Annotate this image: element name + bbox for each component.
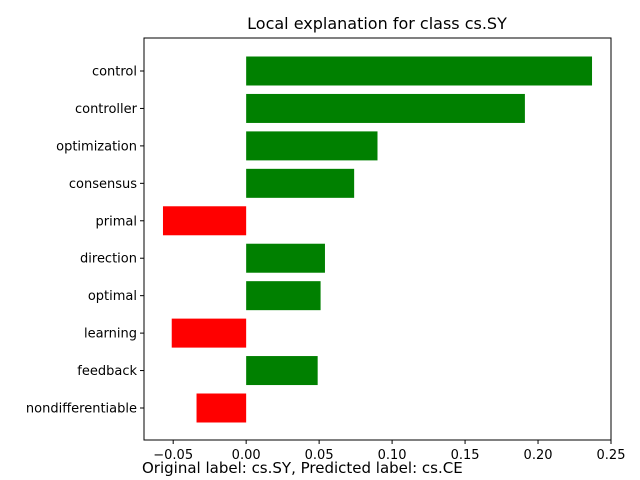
x-tick-label: 0.10 xyxy=(378,448,407,463)
x-axis: −0.05 0.00 0.05 0.10 0.15 0.20 0.25 xyxy=(153,440,625,463)
bars-group xyxy=(162,56,593,423)
bar-optimization xyxy=(246,131,378,161)
y-tick-label-consensus: consensus xyxy=(69,177,137,192)
y-tick-label-nondifferentiable: nondifferentiable xyxy=(26,402,137,417)
bar-nondifferentiable xyxy=(196,393,247,423)
y-tick-label-direction: direction xyxy=(80,252,137,267)
y-tick-label-primal: primal xyxy=(96,214,137,229)
x-tick-label: 0.25 xyxy=(597,448,626,463)
x-tick-label: 0.20 xyxy=(524,448,553,463)
chart-title: Local explanation for class cs.SY xyxy=(247,14,507,33)
y-tick-label-learning: learning xyxy=(84,327,137,342)
x-tick-label: 0.15 xyxy=(451,448,480,463)
x-tick-label: 0.05 xyxy=(305,448,334,463)
y-tick-label-controller: controller xyxy=(75,102,138,117)
y-axis: control controller optimization consensus pr… xyxy=(26,65,144,417)
prediction-caption: Original label: cs.SY, Predicted label: … xyxy=(142,459,463,477)
bar-direction xyxy=(246,243,325,273)
y-tick-label-control: control xyxy=(92,65,137,80)
bar-consensus xyxy=(246,168,355,198)
x-tick-label: −0.05 xyxy=(153,448,193,463)
y-tick-label-optimization: optimization xyxy=(56,139,137,154)
y-tick-label-optimal: optimal xyxy=(88,289,137,304)
plot-frame xyxy=(143,37,612,441)
bar-control xyxy=(246,56,593,86)
bar-controller xyxy=(246,93,525,123)
x-tick-label: 0.00 xyxy=(232,448,261,463)
y-tick-label-feedback: feedback xyxy=(77,364,137,379)
bar-optimal xyxy=(246,281,321,311)
bar-learning xyxy=(171,318,247,348)
bar-primal xyxy=(162,206,247,236)
bar-feedback xyxy=(246,356,318,386)
